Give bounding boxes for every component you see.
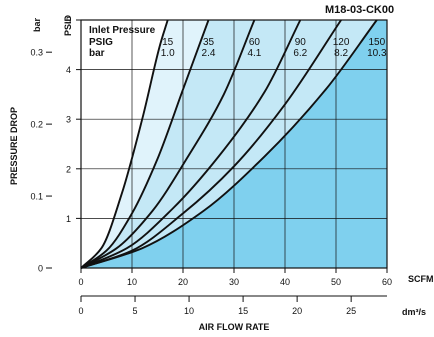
- legend-bar-35: 2.4: [202, 48, 216, 59]
- legend-psig-15: 15: [162, 37, 174, 48]
- legend-bar-150: 10.3: [367, 48, 387, 59]
- x-unit-scfm: SCFM: [408, 274, 434, 284]
- y-tick-label-bar-0.2: 0.2: [30, 120, 43, 130]
- legend-bar-90: 6.2: [293, 48, 307, 59]
- y-tick-label-bar-0.3: 0.3: [30, 48, 43, 58]
- legend-bar-120: 8.2: [334, 48, 348, 59]
- y-axis-title: PRESSURE DROP: [9, 107, 19, 185]
- x-tick-label-dm3s-25: 25: [346, 306, 356, 316]
- curve-150-psig: [80, 19, 378, 269]
- x-tick-label-dm3s-15: 15: [238, 306, 248, 316]
- legend-psig-label: PSIG: [89, 37, 113, 48]
- legend-psig-90: 90: [295, 37, 307, 48]
- x-tick-label-scfm-30: 30: [229, 277, 239, 287]
- legend-title: Inlet Pressure: [89, 25, 156, 36]
- x-tick-label-scfm-50: 50: [331, 277, 341, 287]
- y-tick-label-bar-0: 0: [38, 264, 43, 274]
- x-tick-label-scfm-60: 60: [382, 277, 392, 287]
- y-tick-label-psid-5: 5: [66, 16, 71, 26]
- flow-region-150-psig: [81, 20, 387, 268]
- curve-35-psig: [80, 19, 210, 269]
- model-number: M18-03-CK00: [325, 4, 394, 16]
- y-tick-label-psid-2: 2: [66, 164, 71, 174]
- legend-bar-label: bar: [89, 48, 105, 59]
- x-tick-label-scfm-40: 40: [280, 277, 290, 287]
- pressure-curves: [80, 19, 378, 269]
- legend-bar-60: 4.1: [247, 48, 261, 59]
- x-tick-label-dm3s-5: 5: [133, 306, 138, 316]
- y-unit-psid: PSID: [63, 14, 73, 36]
- x-tick-label-dm3s-20: 20: [292, 306, 302, 316]
- x-tick-label-dm3s-0: 0: [78, 306, 83, 316]
- x-tick-label-dm3s-10: 10: [184, 306, 194, 316]
- curve-15-psig: [80, 19, 169, 269]
- y-tick-label-bar-0.1: 0.1: [30, 192, 43, 202]
- x-ticks-dm3s: 0 5 10 15 20 25: [78, 295, 387, 316]
- x-tick-label-scfm-0: 0: [78, 277, 83, 287]
- curve-120-psig: [80, 19, 342, 269]
- y-ticks-bar: 0 0.1 0.2 0.3: [30, 48, 52, 274]
- x-ticks-scfm: 0 10 20 30 40 50 60: [78, 268, 392, 287]
- x-tick-label-scfm-10: 10: [127, 277, 137, 287]
- y-tick-label-psid-3: 3: [66, 115, 71, 125]
- y-unit-bar: bar: [32, 17, 42, 32]
- legend-psig-150: 150: [368, 37, 385, 48]
- legend-psig-35: 35: [203, 37, 215, 48]
- y-tick-label-psid-1: 1: [66, 214, 71, 224]
- x-unit-dm3s: dm³/s: [402, 307, 426, 317]
- legend-psig-120: 120: [333, 37, 350, 48]
- legend-psig-60: 60: [249, 37, 261, 48]
- curve-90-psig: [80, 19, 302, 269]
- y-tick-label-psid-4: 4: [66, 65, 71, 75]
- x-axis-title: AIR FLOW RATE: [199, 322, 270, 332]
- legend-bar-15: 1.0: [161, 48, 175, 59]
- curve-60-psig: [80, 19, 256, 269]
- x-tick-label-scfm-20: 20: [178, 277, 188, 287]
- y-ticks-psid: 1 2 3 4 5: [66, 16, 81, 224]
